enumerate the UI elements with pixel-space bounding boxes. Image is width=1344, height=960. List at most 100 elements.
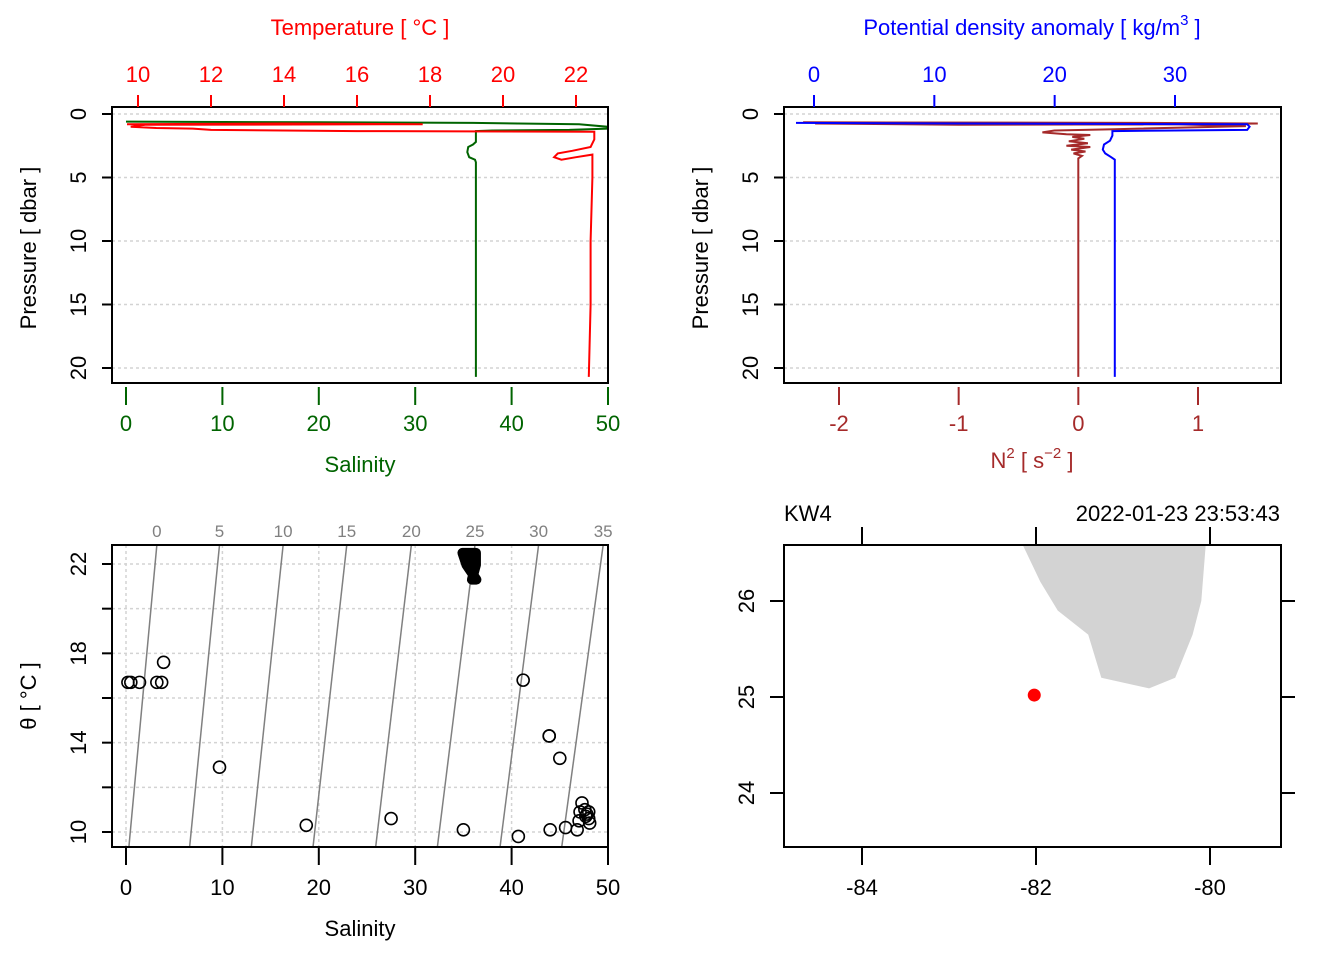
- y-tick-label: 10: [738, 229, 763, 253]
- x-tick-label: 1: [1192, 411, 1204, 436]
- grid: [784, 113, 1281, 369]
- x-axis-bottom-salinity: 0 10 20 30 40 50: [120, 387, 620, 436]
- isopycnal-line: [188, 544, 221, 848]
- ts-diagram-panel: 0 5 10 15 20 25 30 35 10 14 18 22 0 10 20 30 40 50 Sali…: [16, 522, 620, 941]
- x-tick-label: -82: [1020, 875, 1052, 900]
- x-top-tick-label: 16: [345, 62, 369, 87]
- y-tick-label: 15: [738, 292, 763, 316]
- y-axis-title: θ [ °C ]: [16, 662, 41, 729]
- x-tick-label: 50: [596, 411, 620, 436]
- x-tick-label: -2: [829, 411, 849, 436]
- isopycnal-label: 20: [402, 522, 421, 541]
- data-point: [384, 811, 398, 826]
- data-point: [156, 655, 171, 670]
- y-tick-label: 0: [66, 108, 91, 120]
- y-tick-label: 24: [734, 781, 759, 805]
- y-tick-label: 14: [66, 730, 91, 754]
- map-axes: -84 -82 -80 24 25 26: [734, 527, 1295, 900]
- y-tick-label: 20: [738, 356, 763, 380]
- data-point: [542, 729, 556, 743]
- data-point: [121, 675, 135, 690]
- x-tick-label: -80: [1194, 875, 1226, 900]
- y-tick-label: 18: [66, 641, 91, 665]
- x-tick-label: -1: [949, 411, 969, 436]
- bottom-axis-title-end: ]: [1061, 448, 1073, 473]
- isopycnal-line: [128, 544, 158, 848]
- x-tick-label: 0: [120, 875, 132, 900]
- top-axis-title-sup: 3: [1180, 12, 1188, 29]
- top-axis-title: Temperature [ °C ]: [271, 15, 450, 40]
- x-top-tick-label: 20: [1042, 62, 1066, 87]
- station-name: KW4: [784, 501, 832, 526]
- y-tick-label: 5: [738, 171, 763, 183]
- x-axis-top-density: 0 10 20 30: [808, 62, 1187, 107]
- series-group: [125, 120, 608, 377]
- series-density-line: [795, 121, 1251, 377]
- x-tick-label: 10: [210, 411, 234, 436]
- y-axis: 0 5 10 15 20: [66, 108, 112, 380]
- x-top-tick-label: 18: [418, 62, 442, 87]
- data-point: [552, 751, 567, 766]
- top-axis-title: Potential density anomaly [ kg/m3 ]: [863, 12, 1200, 40]
- y-tick-label: 0: [738, 108, 763, 120]
- data-point: [516, 673, 530, 687]
- x-top-tick-label: 22: [564, 62, 588, 87]
- y-axis-title: Pressure [ dbar ]: [16, 167, 41, 330]
- x-tick-label: 20: [307, 875, 331, 900]
- dense-point-cluster: [457, 547, 482, 585]
- land-area: [1022, 545, 1206, 689]
- data-point: [132, 675, 147, 690]
- bottom-axis-title-n: N: [991, 448, 1007, 473]
- plot-frame: [111, 544, 609, 848]
- series-temperature-line: [126, 122, 596, 377]
- y-tick-label: 5: [66, 171, 91, 183]
- x-top-tick-label: 20: [491, 62, 515, 87]
- isopycnal-line: [250, 544, 284, 848]
- x-top-tick-label: 10: [922, 62, 946, 87]
- x-tick-label: 20: [307, 411, 331, 436]
- x-top-tick-label: 10: [126, 62, 150, 87]
- x-tick-label: 0: [1072, 411, 1084, 436]
- y-tick-label: 22: [66, 552, 91, 576]
- data-point: [570, 822, 584, 837]
- x-tick-label: 40: [499, 411, 523, 436]
- isopycnal-label: 30: [529, 522, 548, 541]
- x-axis: 0 10 20 30 40 50: [120, 847, 620, 900]
- x-tick-label: 30: [403, 875, 427, 900]
- x-tick-label: 40: [499, 875, 523, 900]
- isopycnal-label: 10: [274, 522, 293, 541]
- data-point: [150, 675, 164, 690]
- plot-frame: [111, 106, 609, 384]
- grid: [112, 113, 608, 369]
- data-point: [511, 829, 526, 844]
- y-tick-label: 15: [66, 292, 91, 316]
- x-top-tick-label: 12: [199, 62, 223, 87]
- station-marker: [1027, 688, 1041, 702]
- data-point: [581, 805, 596, 819]
- y-tick-label: 10: [66, 229, 91, 253]
- bottom-axis-title: N2 [ s−2 ]: [991, 445, 1074, 473]
- isopycnal-line: [499, 544, 540, 848]
- bottom-axis-title-sup2: −2: [1044, 445, 1061, 462]
- data-point: [456, 822, 471, 837]
- y-axis: 0 5 10 15 20: [738, 108, 784, 380]
- data-point: [572, 814, 586, 828]
- x-tick-label: 30: [403, 411, 427, 436]
- isopycnal-lines: 0 5 10 15 20 25 30 35: [128, 522, 613, 848]
- data-point: [212, 760, 227, 775]
- isopycnal-label: 35: [594, 522, 613, 541]
- y-tick-label: 26: [734, 589, 759, 613]
- land-polygon: [1022, 545, 1206, 689]
- isopycnal-label: 25: [466, 522, 485, 541]
- data-point: [543, 822, 557, 837]
- station-point: [1027, 688, 1041, 702]
- grid: [112, 545, 609, 847]
- bottom-axis-title: Salinity: [325, 452, 396, 477]
- isopycnal-line: [374, 544, 413, 848]
- x-top-tick-label: 0: [808, 62, 820, 87]
- top-axis-title-end: ]: [1188, 15, 1200, 40]
- y-tick-label: 25: [734, 685, 759, 709]
- data-point: [299, 818, 314, 833]
- y-axis-title: Pressure [ dbar ]: [688, 167, 713, 330]
